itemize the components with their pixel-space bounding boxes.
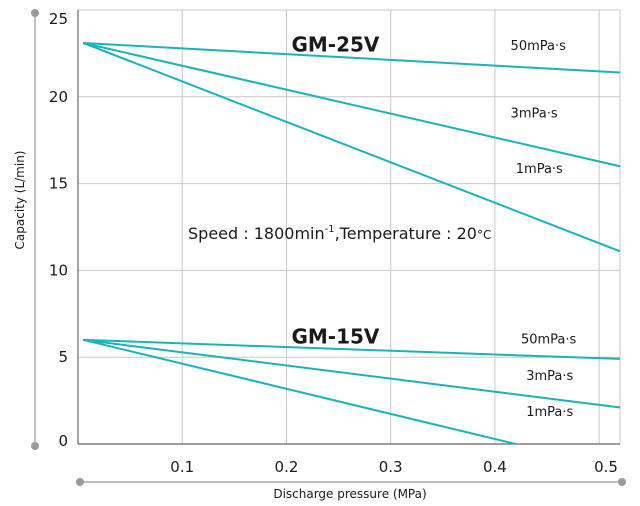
y-tick-label: 20 xyxy=(49,88,68,106)
x-tick-label: 0.1 xyxy=(170,458,194,476)
series-lines xyxy=(82,41,621,445)
x-tick-label: 0.3 xyxy=(379,458,403,476)
series-labels: GM-25V 50mPa·s 3mPa·s 1mPa·s GM-15V 50mPa·s 3m… xyxy=(291,33,576,421)
series-label: 3mPa·s xyxy=(526,369,573,384)
axes xyxy=(31,9,626,486)
model-label: GM-15V xyxy=(291,324,379,348)
series-label: 50mPa·s xyxy=(521,332,577,347)
y-axis-rail-dot-bottom xyxy=(31,442,39,450)
series-label: 3mPa·s xyxy=(511,107,558,122)
x-tick-label: 0.2 xyxy=(275,458,299,476)
grid-lines xyxy=(77,9,621,445)
y-tick-label: 10 xyxy=(49,261,68,279)
series-line xyxy=(83,338,621,409)
y-tick-label: 15 xyxy=(49,175,68,193)
x-tick-label: 0.5 xyxy=(594,458,618,476)
x-axis-rail-dot-left xyxy=(76,478,84,486)
conditions-annotation: Speed : 1800min-1,Temperature : 20°C xyxy=(188,224,491,243)
x-axis-label: Discharge pressure (MPa) xyxy=(273,487,426,501)
tick-labels: 0.1 0.2 0.3 0.4 0.5 0 5 10 15 20 25 xyxy=(49,10,618,476)
x-tick-label: 0.4 xyxy=(483,458,507,476)
y-axis-rail-dot-top xyxy=(31,9,39,17)
series-line xyxy=(82,42,621,168)
series-label: 1mPa·s xyxy=(526,405,573,420)
x-axis-rail-dot-right xyxy=(618,478,626,486)
series-line xyxy=(82,42,621,253)
y-axis-label: Capacity (L/min) xyxy=(13,151,27,250)
series-line xyxy=(83,41,621,74)
series-label: 50mPa·s xyxy=(511,39,567,54)
y-tick-label: 0 xyxy=(58,432,68,450)
y-tick-label: 25 xyxy=(49,10,68,28)
series-label: 1mPa·s xyxy=(516,162,563,177)
y-tick-label: 5 xyxy=(58,348,68,366)
series-line xyxy=(82,338,517,445)
series-line xyxy=(83,338,621,360)
model-label: GM-25V xyxy=(291,33,379,57)
